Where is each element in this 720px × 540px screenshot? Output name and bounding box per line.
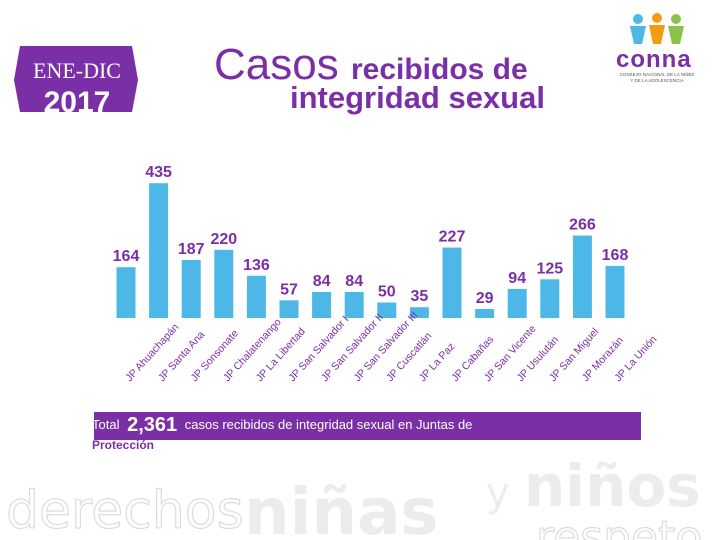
total-summary-line2: Protección (92, 438, 155, 452)
bar-jp-san-vicente (475, 309, 495, 318)
period-badge: ENE-DIC 2017 (12, 40, 142, 119)
bar-jp-san-salvador-ii (312, 292, 332, 318)
logo-tagline-2: Y DE LA ADOLESCENCIA (630, 78, 684, 83)
value-label-jp-cabanas: 227 (439, 229, 466, 246)
value-label-jp-san-vicente: 29 (476, 290, 494, 307)
total-band (94, 412, 641, 440)
bar-jp-cabanas (442, 247, 462, 318)
bar-jp-la-libertad (246, 275, 266, 318)
bar-jp-la-union (605, 265, 625, 318)
bar-jp-san-salvador-iii (344, 292, 364, 318)
value-label-group: 164 435 187 220 136 57 84 84 50 35 227 29 94 125 266 16… (113, 164, 629, 307)
value-label-jp-san-salvador-ii: 84 (313, 273, 331, 290)
period-year: 2017 (43, 86, 111, 119)
value-label-jp-ahuachapan: 164 (113, 248, 140, 265)
value-label-jp-la-libertad: 136 (243, 257, 270, 274)
bar-jp-cuscatlan (377, 302, 397, 318)
watermark-word-y: y (486, 470, 510, 516)
conna-figures-icon (630, 13, 684, 44)
page-title-line2: integridad sexual (290, 80, 545, 115)
bar-group (116, 183, 625, 319)
total-summary: Total 2,361 casos recibidos de integrida… (92, 414, 652, 437)
bar-jp-morazan (572, 235, 592, 318)
value-label-jp-san-miguel: 125 (536, 260, 563, 277)
period-label: ENE-DIC (33, 58, 121, 83)
total-value: 2,361 (127, 414, 178, 436)
value-label-jp-chalatenango: 220 (210, 231, 237, 248)
category-label-jp-chalatenango: JP Chalatenango (221, 316, 284, 384)
title-rest-line1: recibidos de (350, 53, 528, 86)
watermark-word-ninos: niños (524, 462, 701, 520)
value-label-jp-santa-ana: 435 (145, 164, 172, 181)
bar-chart: 164 435 187 220 136 57 84 84 50 35 227 29 94 125 266 16… (113, 164, 660, 384)
total-suffix: casos recibidos de integridad sexual en … (184, 417, 473, 432)
bar-jp-la-paz (409, 307, 429, 318)
value-label-jp-morazan: 266 (569, 217, 596, 234)
value-label-jp-san-salvador-iii: 84 (345, 273, 363, 290)
bar-jp-ahuachapan (116, 267, 136, 318)
value-label-jp-usulutan: 94 (508, 270, 526, 287)
category-label-jp-san-salvador-i: JP San Salvador I (286, 314, 351, 384)
period-badge-shape (14, 46, 138, 112)
logo-wordmark: conna (616, 46, 692, 73)
value-label-jp-sonsonate: 187 (178, 241, 205, 258)
bar-jp-santa-ana (149, 183, 169, 318)
watermark-word-ninas: niñas (244, 476, 438, 540)
value-label-jp-san-salvador-i: 57 (280, 281, 298, 298)
page-title-line1: Casos recibidos de (214, 40, 528, 90)
value-label-jp-la-union: 168 (602, 247, 629, 264)
bar-jp-sonsonate (181, 260, 201, 318)
total-prefix: Total (92, 417, 120, 432)
value-label-jp-cuscatlan: 50 (378, 284, 396, 301)
conna-logo: conna CONSEJO NACIONAL DE LA NIÑEZ Y DE … (612, 12, 702, 90)
watermark-word-respeto: respeto (536, 512, 702, 540)
value-label-jp-la-paz: 35 (411, 288, 429, 305)
bar-jp-san-miguel (540, 279, 560, 319)
watermark-word-derechos: derechos (6, 481, 244, 540)
watermark: derechos niñas y niños respeto (5, 462, 702, 540)
bar-jp-usulutan (507, 288, 527, 318)
bar-jp-san-salvador-i (279, 300, 299, 318)
logo-tagline-1: CONSEJO NACIONAL DE LA NIÑEZ (619, 72, 695, 77)
bar-jp-chalatenango (214, 249, 234, 318)
title-word-casos: Casos (214, 40, 339, 89)
